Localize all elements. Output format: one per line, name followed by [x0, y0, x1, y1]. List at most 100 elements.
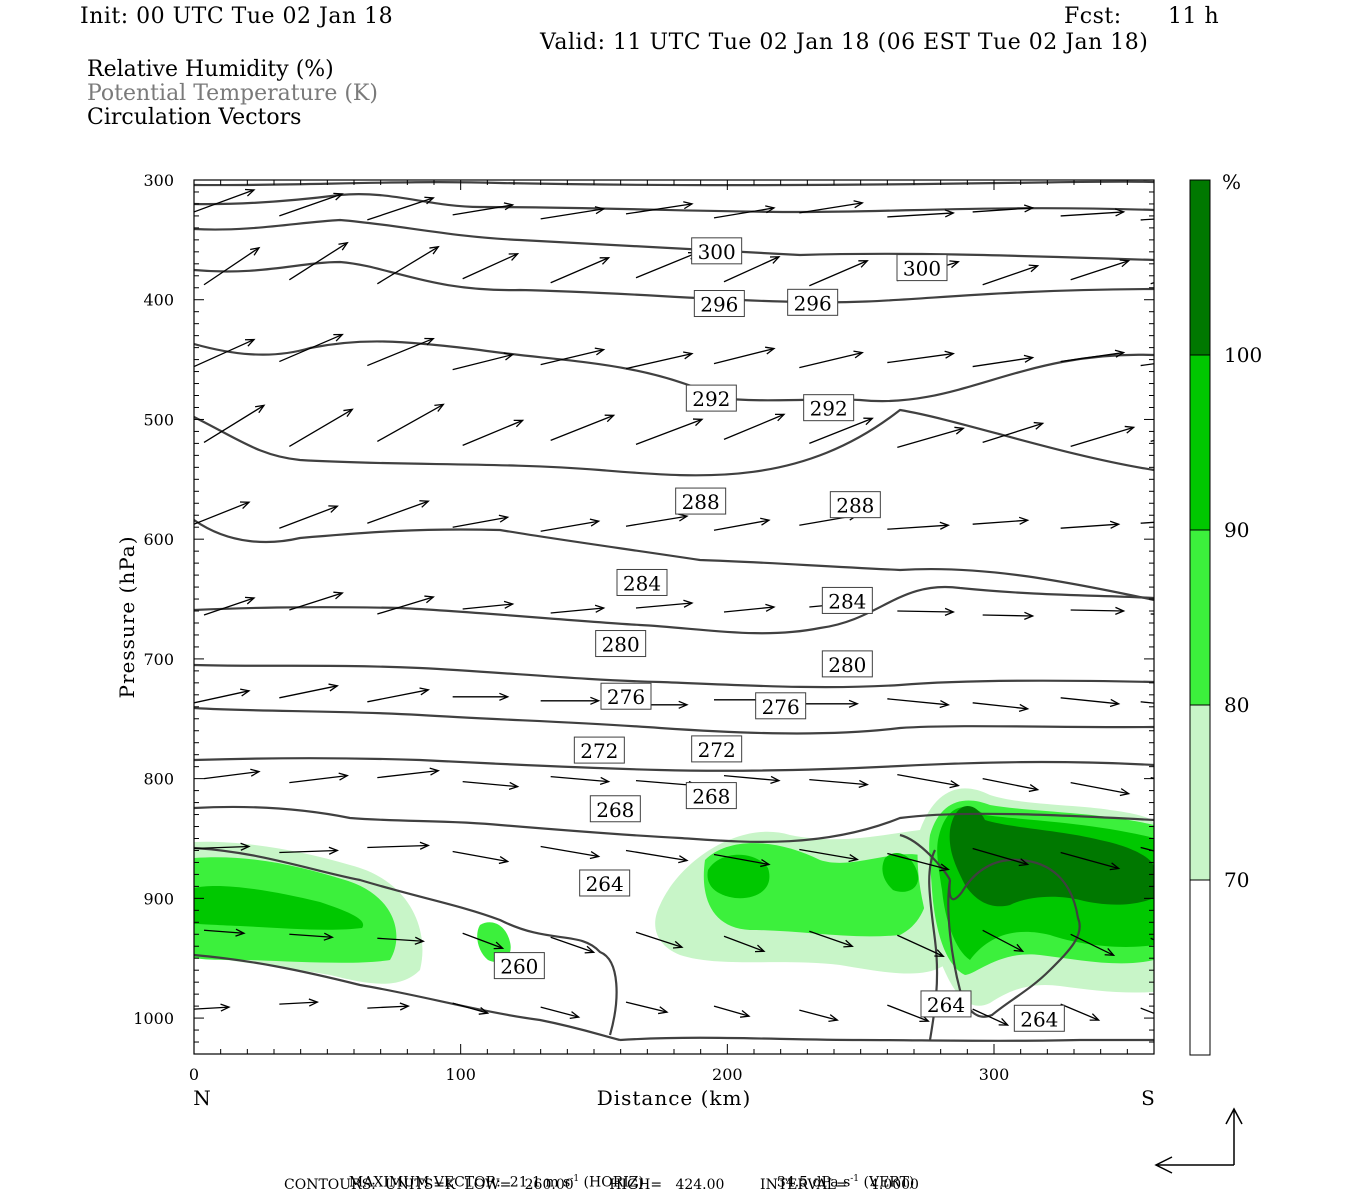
- wind-vector: [625, 1001, 668, 1013]
- theta-contour: [194, 340, 1154, 403]
- wind-vector-head: [774, 413, 786, 422]
- contour-label: 268: [596, 798, 634, 822]
- wind-vector: [279, 505, 338, 529]
- colorbar-label: 100: [1224, 343, 1262, 367]
- wind-vector: [713, 1005, 750, 1017]
- wind-vector-head: [678, 513, 689, 522]
- contour-label: 264: [1020, 1007, 1058, 1031]
- wind-vector: [1150, 937, 1154, 941]
- wind-vector-head: [250, 246, 261, 256]
- wind-vector: [887, 524, 949, 530]
- wind-vector: [376, 246, 439, 285]
- wind-vector: [462, 419, 523, 446]
- y-axis-label: Pressure (hPa): [115, 536, 139, 699]
- wind-vector: [194, 845, 250, 850]
- contour-label: 288: [682, 490, 720, 514]
- colorbar: 70 80 90 100: [1189, 179, 1262, 1056]
- wind-vector-head: [589, 518, 601, 527]
- vertical-vector-label: (VERT): [859, 1174, 915, 1191]
- wind-vector: [982, 265, 1038, 286]
- wind-vector: [887, 212, 954, 218]
- wind-vector-head: [429, 767, 440, 776]
- y-tick-label: 800: [143, 770, 174, 789]
- theta-contour: [899, 833, 951, 881]
- wind-vector: [1140, 1007, 1154, 1015]
- wind-vector: [462, 780, 518, 788]
- wind-vector: [723, 774, 780, 782]
- wind-vector-head: [1033, 421, 1045, 430]
- humidity-region: [917, 788, 1154, 1006]
- wind-vector: [203, 597, 255, 616]
- wind-vector-head: [1203, 264, 1212, 271]
- colorbar-label: 90: [1224, 518, 1249, 542]
- contour-label-box: [755, 692, 807, 720]
- wind-vector-head: [333, 192, 344, 201]
- theta-contour: [194, 953, 621, 1042]
- humidity-region: [929, 800, 1154, 975]
- wind-vector-head: [498, 855, 510, 865]
- wind-vector-head: [944, 350, 955, 359]
- wind-vector-head: [1109, 862, 1121, 871]
- wind-vector: [723, 606, 775, 613]
- wind-vector-head: [853, 200, 864, 209]
- wind-vector: [550, 414, 614, 442]
- colorbar-segment: [1189, 704, 1211, 881]
- wind-vector: [203, 770, 260, 780]
- wind-vector-head: [1024, 611, 1035, 620]
- wind-vector-head: [308, 998, 320, 1007]
- wind-vector: [452, 353, 513, 371]
- contour-label: 264: [586, 872, 624, 896]
- north-label: N: [193, 1086, 211, 1110]
- wind-vector: [625, 515, 688, 527]
- x-tick-label: 0: [189, 1065, 199, 1084]
- theta-contour: [194, 805, 1154, 843]
- wind-vector-head: [1193, 704, 1202, 711]
- wind-vector-head: [843, 939, 854, 948]
- wind-vector-head: [1018, 858, 1030, 867]
- vertical-vector-text: 34.5 dPa s: [776, 1174, 851, 1191]
- contour-label-box: [691, 735, 743, 763]
- contour-label: 272: [698, 738, 736, 762]
- wind-vector-head: [338, 772, 349, 781]
- wind-vector: [1060, 211, 1124, 217]
- colorbar-label: 80: [1224, 693, 1249, 717]
- wind-vector: [203, 404, 265, 443]
- wind-vector-head: [683, 351, 694, 360]
- colorbar-segment: [1189, 179, 1211, 356]
- theta-contour: [194, 663, 1154, 689]
- contour-label: 296: [700, 293, 738, 317]
- contour-label-box: [616, 568, 668, 596]
- x-tick-label: 200: [712, 1065, 743, 1084]
- wind-vector-head: [1124, 425, 1136, 434]
- wind-vector-head: [604, 414, 616, 423]
- wind-vector: [550, 257, 609, 284]
- wind-vector: [377, 596, 434, 615]
- wind-vector: [289, 592, 343, 611]
- wind-vector: [809, 778, 868, 786]
- theta-contour: [194, 180, 1154, 187]
- contour-label: 284: [828, 589, 866, 613]
- wind-vector-head: [478, 1006, 490, 1015]
- wind-vector: [462, 603, 513, 610]
- wind-vector-head: [323, 932, 334, 941]
- contour-label-box: [1013, 1004, 1065, 1032]
- wind-vector-head: [848, 854, 859, 863]
- wind-vector: [809, 930, 853, 947]
- wind-vector: [1070, 781, 1129, 795]
- plot-frame: [193, 179, 1155, 1055]
- wind-vector: [723, 935, 765, 952]
- wind-vector: [982, 614, 1033, 617]
- contour-label-box: [787, 288, 839, 316]
- wind-vector-head: [333, 333, 344, 342]
- wind-vector-head: [594, 347, 606, 356]
- wind-vector: [972, 356, 1033, 368]
- theta-contour: [194, 519, 1154, 602]
- wind-vector: [194, 501, 250, 525]
- wind-vector: [723, 256, 780, 283]
- wind-vector: [972, 702, 1028, 710]
- wind-vector-head: [760, 858, 771, 868]
- wind-vector-head: [244, 338, 256, 347]
- wind-vector-head: [599, 257, 611, 265]
- field-theta: Potential Temperature (K): [87, 81, 378, 106]
- wind-vector: [887, 1004, 929, 1022]
